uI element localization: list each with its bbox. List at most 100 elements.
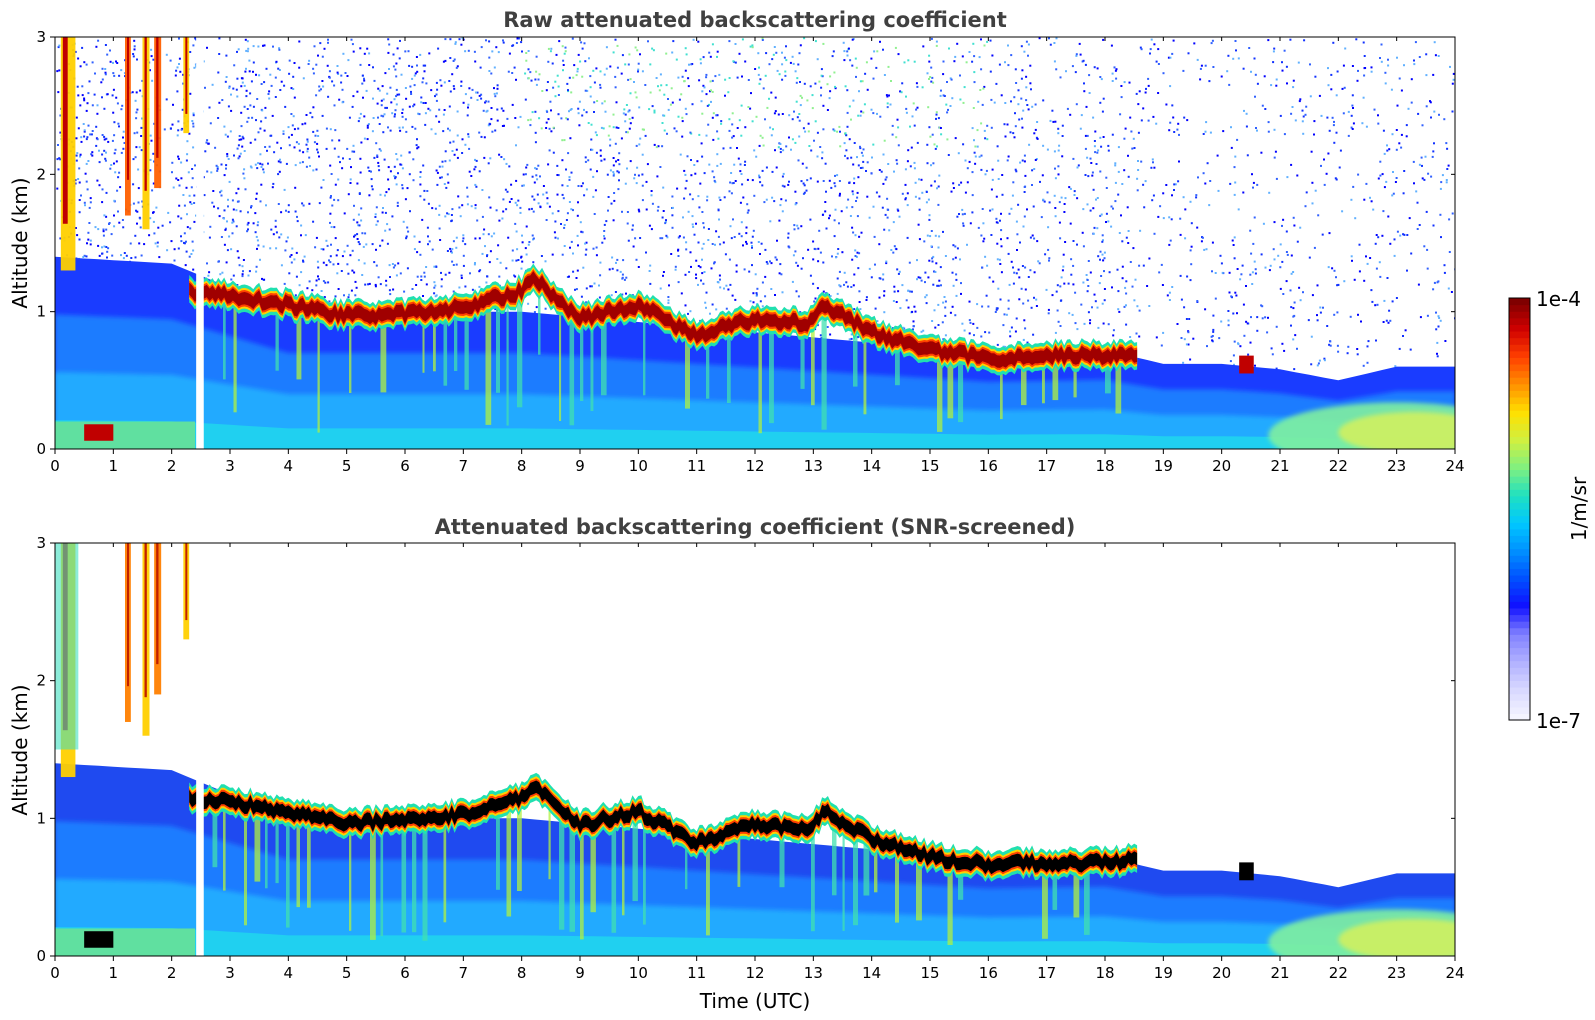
x-tick-label: 4 bbox=[284, 964, 294, 982]
colorbar-band bbox=[1509, 509, 1530, 517]
colorbar-band bbox=[1509, 456, 1530, 464]
colorbar-band bbox=[1509, 673, 1530, 682]
y-axis-screened: 0 1 2 3 bbox=[36, 534, 1455, 965]
x-axis-label: Time (UTC) bbox=[699, 989, 811, 1013]
x-tick-label: 21 bbox=[1270, 964, 1289, 982]
x-tick-label: 16 bbox=[979, 964, 998, 982]
colorbar-band bbox=[1509, 706, 1530, 714]
heatmap-raw bbox=[55, 37, 1455, 449]
colorbar-band bbox=[1509, 390, 1530, 398]
colorbar: 1e-4 1e-7 1/m/sr bbox=[1508, 287, 1591, 733]
colorbar-band bbox=[1509, 654, 1530, 662]
colorbar-band bbox=[1509, 601, 1530, 609]
x-tick-label: 2 bbox=[167, 964, 177, 982]
colorbar-band bbox=[1509, 436, 1530, 444]
colorbar-band bbox=[1509, 443, 1530, 451]
x-tick-label: 10 bbox=[629, 457, 648, 475]
colorbar-band bbox=[1509, 555, 1530, 563]
colorbar-band bbox=[1509, 588, 1530, 596]
colorbar-band bbox=[1509, 568, 1530, 576]
colorbar-band bbox=[1509, 700, 1530, 708]
virga-streaks bbox=[223, 281, 1122, 434]
x-tick-label: 16 bbox=[979, 457, 998, 475]
x-tick-label: 3 bbox=[225, 457, 235, 475]
colorbar-band bbox=[1509, 647, 1530, 655]
colorbar-band bbox=[1509, 621, 1530, 629]
colorbar-frame bbox=[1508, 297, 1531, 721]
y-tick-label: 3 bbox=[36, 534, 46, 552]
heatmap-screened bbox=[55, 543, 1455, 956]
y-tick-label: 0 bbox=[36, 440, 46, 458]
x-tick-label: 19 bbox=[1154, 457, 1173, 475]
x-tick-label: 11 bbox=[687, 964, 706, 982]
x-tick-label: 3 bbox=[225, 964, 235, 982]
colorbar-band bbox=[1509, 298, 1530, 306]
x-tick-label: 9 bbox=[575, 964, 585, 982]
x-tick-label: 9 bbox=[575, 457, 585, 475]
x-tick-label: 8 bbox=[517, 964, 527, 982]
x-tick-label: 5 bbox=[342, 457, 352, 475]
x-tick-label: 14 bbox=[862, 457, 881, 475]
colorbar-band bbox=[1509, 541, 1530, 550]
x-tick-label: 1 bbox=[109, 457, 119, 475]
colorbar-band bbox=[1509, 607, 1530, 616]
x-tick-label: 24 bbox=[1445, 964, 1464, 982]
y-axis-label-screened: Altitude (km) bbox=[8, 684, 32, 815]
colorbar-band bbox=[1509, 713, 1530, 721]
colorbar-band bbox=[1509, 502, 1530, 510]
colorbar-band bbox=[1509, 581, 1530, 589]
x-tick-label: 23 bbox=[1387, 964, 1406, 982]
y-tick-label: 2 bbox=[36, 165, 46, 183]
x-tick-label: 1 bbox=[109, 964, 119, 982]
colorbar-band bbox=[1509, 687, 1530, 695]
x-tick-label: 0 bbox=[50, 457, 60, 475]
x-tick-label: 6 bbox=[400, 457, 410, 475]
y-tick-label: 2 bbox=[36, 672, 46, 690]
x-tick-label: 12 bbox=[745, 964, 764, 982]
colorbar-band bbox=[1509, 423, 1530, 431]
x-tick-label: 14 bbox=[862, 964, 881, 982]
colorbar-band bbox=[1509, 548, 1530, 556]
x-tick-label: 18 bbox=[1095, 964, 1114, 982]
x-axis-raw: 0 1 2 3 4 5 6 7 8 9 10 11 12 13 14 15 16 17 18 19 20 21 22 23 24 bbox=[50, 37, 1465, 475]
x-tick-label: 17 bbox=[1037, 964, 1056, 982]
colorbar-band bbox=[1509, 476, 1530, 484]
colorbar-band bbox=[1509, 337, 1530, 345]
x-tick-label: 12 bbox=[745, 457, 764, 475]
colorbar-band bbox=[1509, 680, 1530, 688]
high-cloud-streaks bbox=[60, 37, 190, 271]
colorbar-band bbox=[1509, 640, 1530, 649]
y-tick-label: 1 bbox=[36, 809, 46, 827]
x-tick-label: 21 bbox=[1270, 457, 1289, 475]
colorbar-band bbox=[1509, 561, 1530, 569]
colorbar-band bbox=[1509, 324, 1530, 332]
colorbar-band bbox=[1509, 317, 1530, 325]
colorbar-band bbox=[1509, 410, 1530, 418]
data-gap bbox=[196, 37, 204, 449]
colorbar-band bbox=[1509, 634, 1530, 642]
panel-title-screened: Attenuated backscattering coefficient (S… bbox=[435, 515, 1076, 539]
x-tick-label: 2 bbox=[167, 457, 177, 475]
colorbar-band bbox=[1509, 403, 1530, 411]
x-tick-label: 13 bbox=[804, 964, 823, 982]
boundary-layer bbox=[55, 256, 1455, 449]
data-gap bbox=[196, 543, 204, 956]
colorbar-band bbox=[1509, 350, 1530, 358]
x-tick-label: 8 bbox=[517, 457, 527, 475]
colorbar-band bbox=[1509, 429, 1530, 438]
y-axis-raw: 0 1 2 3 bbox=[36, 28, 1455, 458]
x-tick-label: 6 bbox=[400, 964, 410, 982]
colorbar-band bbox=[1509, 528, 1530, 536]
colorbar-band bbox=[1509, 383, 1530, 391]
colorbar-band bbox=[1509, 304, 1530, 312]
colorbar-band bbox=[1509, 660, 1530, 668]
cloud-layer bbox=[189, 772, 1254, 882]
colorbar-band bbox=[1509, 330, 1530, 339]
x-tick-label: 24 bbox=[1445, 457, 1464, 475]
colorbar-band bbox=[1509, 495, 1530, 503]
colorbar-band bbox=[1509, 489, 1530, 497]
colorbar-band bbox=[1509, 693, 1530, 701]
x-tick-label: 22 bbox=[1329, 964, 1348, 982]
x-tick-label: 23 bbox=[1387, 457, 1406, 475]
x-tick-label: 17 bbox=[1037, 457, 1056, 475]
